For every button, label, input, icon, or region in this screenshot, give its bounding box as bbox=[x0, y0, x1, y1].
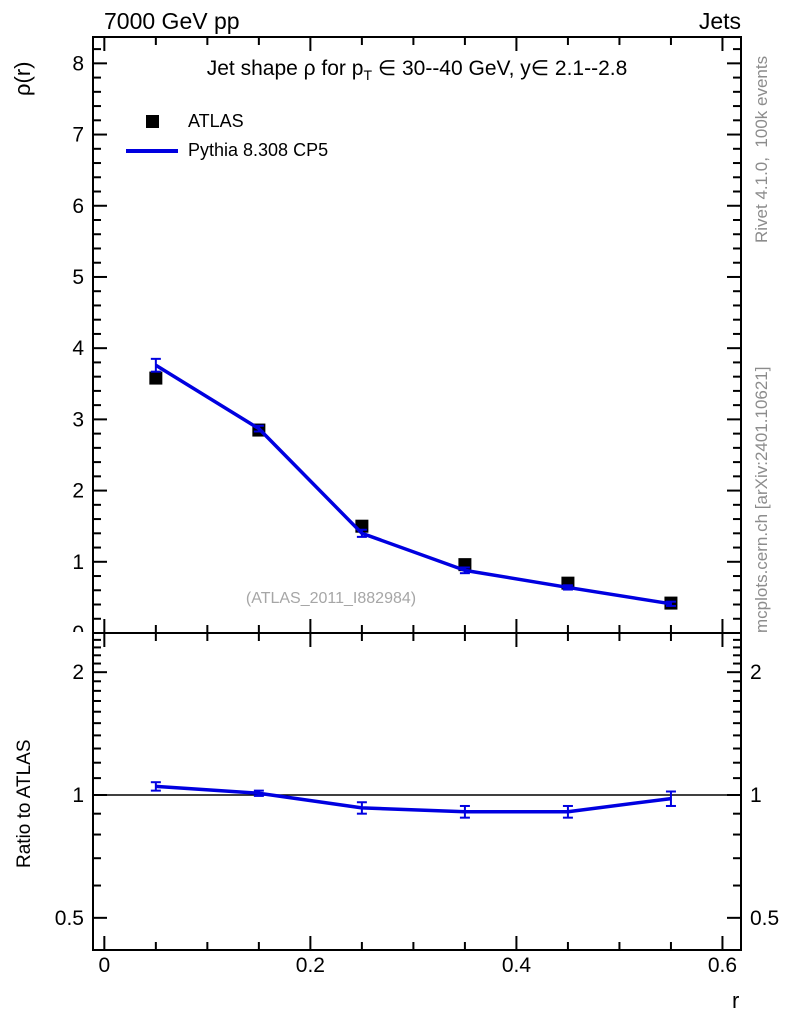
y-tick-label: 8 bbox=[72, 52, 84, 75]
plot-title: Jet shape ρ for pT ∈ 30--40 GeV, y∈ 2.1-… bbox=[93, 56, 741, 83]
y-tick-label: 7 bbox=[72, 124, 84, 147]
legend-marker-cell bbox=[126, 148, 178, 153]
legend-label: Pythia 8.308 CP5 bbox=[188, 140, 329, 160]
main-y-axis-title: ρ(r) bbox=[10, 61, 35, 97]
y-tick-label-right: 0.5 bbox=[750, 907, 779, 930]
y-tick-label: 2 bbox=[72, 661, 84, 684]
y-tick-label: 4 bbox=[72, 337, 84, 360]
mc-curve bbox=[155, 784, 672, 814]
ratio-y-axis-title: Ratio to ATLAS bbox=[14, 739, 35, 869]
y-tick-label: 0 bbox=[72, 622, 84, 645]
mc-error-bars bbox=[150, 781, 676, 819]
y-tick-label: 1 bbox=[72, 551, 84, 574]
x-tick-label: 0.6 bbox=[708, 954, 737, 977]
ratio-frame bbox=[92, 632, 742, 951]
y-tick-label: 6 bbox=[72, 195, 84, 218]
legend-marker-cell bbox=[126, 115, 178, 128]
x-tick-label: 0.2 bbox=[296, 954, 325, 977]
y-tick-label-right: 1 bbox=[750, 784, 762, 807]
x-tick-labels: 0 0.2 0.4 0.6 bbox=[98, 954, 737, 977]
x-axis-title: r bbox=[732, 988, 740, 1013]
data-point-markers bbox=[149, 371, 678, 610]
beam-energy-label: 7000 GeV pp bbox=[104, 8, 240, 34]
x-tick-label: 0 bbox=[98, 954, 110, 977]
main-y-tick-labels: 0 1 2 3 4 5 6 7 8 bbox=[72, 52, 84, 645]
plot-title-subscript: T bbox=[363, 67, 372, 84]
legend-label: ATLAS bbox=[188, 111, 244, 131]
plot-title-prefix: Jet shape ρ for p bbox=[206, 57, 364, 80]
mc-line-marker-icon bbox=[126, 148, 178, 153]
data-square-marker-icon bbox=[145, 115, 159, 128]
y-tick-label-right: 2 bbox=[750, 661, 762, 684]
mcplots-arxiv-note: mcplots.cern.ch [arXiv:2401.10621] bbox=[752, 366, 771, 633]
legend-entry-mc: Pythia 8.308 CP5 bbox=[126, 136, 328, 165]
analysis-group-label: Jets bbox=[698, 8, 741, 34]
legend: ATLAS Pythia 8.308 CP5 bbox=[126, 107, 328, 165]
rivet-version-note: Rivet 4.1.0, 100k events bbox=[752, 55, 771, 243]
y-tick-label: 1 bbox=[72, 784, 84, 807]
legend-entry-data: ATLAS bbox=[126, 107, 328, 136]
ratio-ticks bbox=[93, 633, 741, 950]
main-ticks bbox=[93, 37, 741, 633]
mc-error-bars bbox=[150, 357, 676, 607]
analysis-id-watermark: (ATLAS_2011_I882984) bbox=[245, 590, 417, 607]
mc-curve bbox=[154, 363, 672, 606]
y-tick-label: 2 bbox=[72, 480, 84, 503]
y-tick-label: 5 bbox=[72, 266, 84, 289]
x-tick-label: 0.4 bbox=[502, 954, 532, 977]
ratio-y-tick-labels: 0.5 0.5 1 1 2 2 bbox=[55, 661, 779, 930]
y-tick-label: 3 bbox=[72, 408, 84, 431]
y-tick-label: 0.5 bbox=[55, 907, 84, 930]
plot-title-suffix: ∈ 30--40 GeV, y∈ 2.1--2.8 bbox=[372, 57, 628, 80]
